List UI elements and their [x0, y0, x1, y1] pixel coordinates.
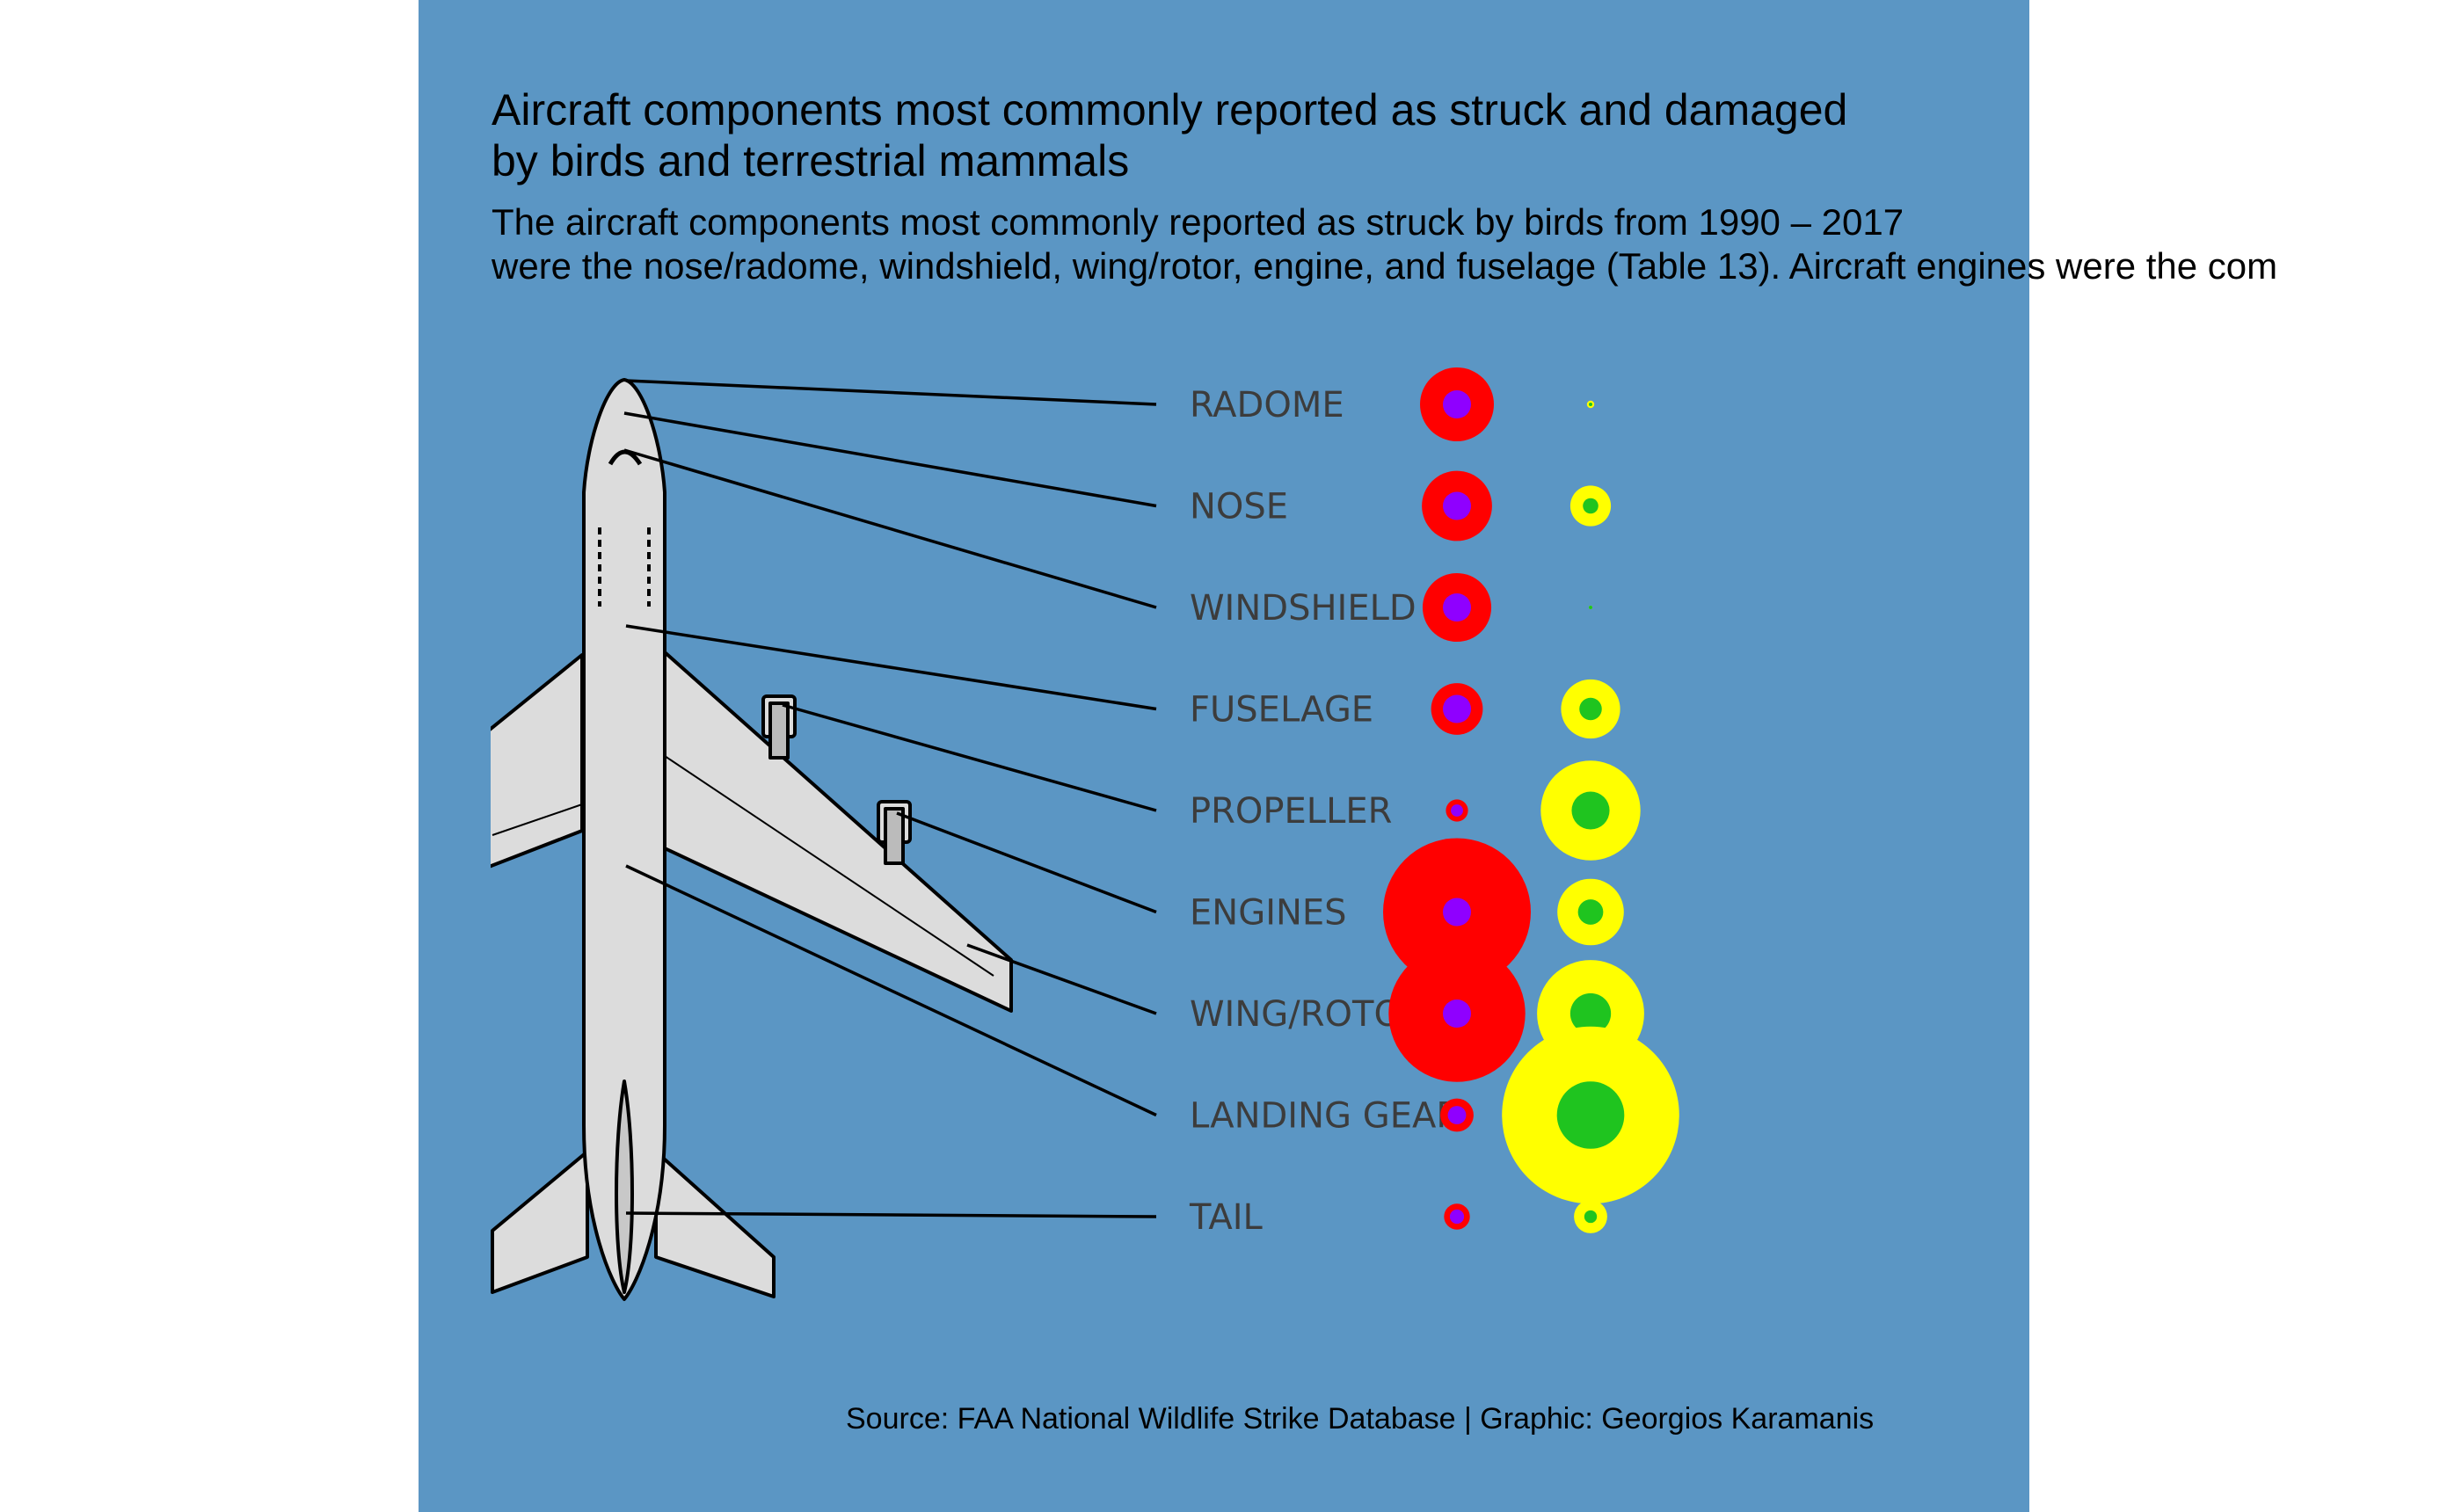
damaged-inner-engines [1578, 899, 1604, 925]
struck-inner-engines [1443, 898, 1471, 927]
struck-inner-fuselage [1443, 695, 1471, 723]
damaged-inner-landing-gear [1557, 1081, 1625, 1149]
right-stabilizer-shape [656, 1152, 774, 1297]
leader-line-windshield [624, 450, 1156, 607]
label-nose: NOSE [1190, 487, 1288, 527]
label-tail: TAIL [1189, 1197, 1263, 1238]
label-radome: RADOME [1190, 385, 1344, 425]
right-wing-shape [665, 652, 1011, 1011]
left-wing-shape [457, 655, 582, 879]
vertical-tail-shape [616, 1081, 632, 1292]
struck-inner-tail [1450, 1210, 1464, 1224]
damaged-inner-propeller [1571, 791, 1609, 829]
leader-line-propeller [783, 705, 1156, 811]
aircraft-illustration [457, 380, 1011, 1299]
engine-nacelle-inner [770, 703, 788, 758]
damaged-inner-tail [1584, 1210, 1597, 1223]
leader-line-radome [626, 381, 1156, 404]
struck-inner-landing-gear [1448, 1106, 1467, 1124]
struck-inner-radome [1443, 390, 1471, 418]
struck-inner-propeller [1451, 804, 1463, 817]
leader-line-nose [624, 413, 1156, 506]
damaged-inner-nose [1583, 498, 1599, 514]
label-landing-gear: LANDING GEAR [1190, 1096, 1460, 1137]
struck-inner-windshield [1443, 593, 1471, 622]
label-propeller: PROPELLER [1190, 791, 1392, 832]
damaged-inner-windshield [1589, 606, 1592, 609]
component-labels: RADOME NOSE WINDSHIELD FUSELAGE PROPELLER ENG… [1189, 385, 1460, 1238]
struck-inner-nose [1443, 492, 1471, 520]
engine-nacelle-outer [885, 809, 903, 863]
chart-caption: Source: FAA National Wildlife Strike Dat… [846, 1402, 1874, 1436]
label-fuselage: FUSELAGE [1190, 690, 1373, 731]
struck-inner-wing-rotor [1443, 1000, 1471, 1028]
label-engines: ENGINES [1190, 893, 1347, 934]
damaged-inner-fuselage [1579, 698, 1602, 721]
label-windshield: WINDSHIELD [1190, 588, 1416, 629]
damaged-inner-radome [1589, 403, 1592, 406]
left-stabilizer-shape [492, 1152, 587, 1292]
